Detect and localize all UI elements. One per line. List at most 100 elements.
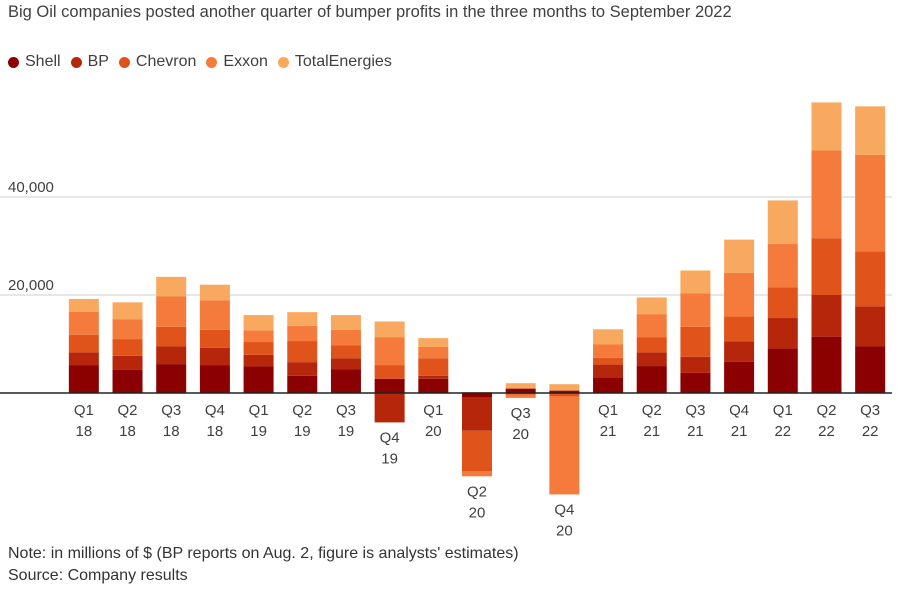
bar-totalenergies-q4-21: [724, 239, 755, 273]
bar-totalenergies-q4-20: [549, 384, 580, 391]
bar-bp-q2-21: [636, 352, 667, 367]
bar-chevron-q2-22: [811, 238, 842, 295]
bar-shell-q1-22: [767, 348, 798, 393]
legend-item-bp: BP: [70, 53, 109, 71]
x-tick-quarter-15: Q4: [729, 402, 749, 419]
x-tick-year-15: 21: [731, 423, 748, 440]
bar-exxon-q3-21: [680, 293, 711, 327]
bar-totalenergies-q4-19: [374, 321, 405, 338]
x-tick-quarter-18: Q3: [860, 402, 880, 419]
bar-exxon-q2-21: [636, 314, 667, 338]
bar-exxon-q2-18: [112, 319, 143, 340]
bar-chevron-q4-20: [549, 393, 580, 397]
legend-label-totalenergies: TotalEnergies: [294, 53, 392, 70]
bar-totalenergies-q3-18: [156, 276, 187, 297]
legend-swatch-exxon: [206, 56, 218, 68]
legend: Shell BP Chevron Exxon TotalEnergies: [8, 53, 402, 71]
x-tick-year-3: 18: [207, 423, 224, 440]
x-tick-year-4: 19: [250, 423, 267, 440]
bar-chevron-q3-18: [156, 326, 187, 347]
x-tick-year-6: 19: [338, 423, 355, 440]
bar-bp-q3-18: [156, 346, 187, 365]
bar-chevron-q4-19: [374, 365, 405, 379]
x-tick-quarter-1: Q2: [118, 402, 138, 419]
x-tick-year-9: 20: [469, 504, 486, 521]
bar-bp-q2-19: [287, 362, 318, 376]
bar-bp-q2-18: [112, 355, 143, 370]
bar-chevron-q1-19: [243, 342, 274, 355]
bar-shell-q3-19: [330, 369, 361, 393]
x-tick-year-14: 21: [687, 423, 704, 440]
bar-shell-q1-19: [243, 366, 274, 393]
bar-chevron-q1-22: [767, 287, 798, 319]
bar-shell-q3-20: [505, 388, 536, 393]
bar-shell-q2-21: [636, 366, 667, 393]
legend-label-shell: Shell: [25, 53, 61, 70]
bar-bp-q4-18: [199, 347, 230, 366]
bar-shell-q2-18: [112, 369, 143, 393]
legend-label-bp: BP: [87, 53, 109, 70]
bar-chevron-q3-20: [505, 393, 536, 395]
bar-shell-q4-20: [549, 391, 580, 393]
bar-shell-q2-22: [811, 336, 842, 393]
legend-label-exxon: Exxon: [223, 53, 268, 70]
bar-totalenergies-q1-20: [418, 338, 449, 347]
bar-chevron-q4-21: [724, 316, 755, 342]
bar-shell-q3-18: [156, 364, 187, 393]
x-tick-quarter-4: Q1: [249, 402, 269, 419]
bar-totalenergies-q1-22: [767, 200, 798, 245]
x-tick-year-1: 18: [119, 423, 136, 440]
bar-bp-q1-18: [68, 352, 99, 366]
bar-exxon-q2-22: [811, 150, 842, 239]
bar-totalenergies-q4-18: [199, 284, 230, 301]
bar-chevron-q3-19: [330, 345, 361, 359]
bar-totalenergies-q3-22: [855, 106, 886, 155]
bar-totalenergies-q2-18: [112, 302, 143, 320]
bar-chevron-q4-18: [199, 329, 230, 348]
x-tick-year-16: 22: [774, 423, 791, 440]
bar-totalenergies-q3-19: [330, 315, 361, 330]
y-tick-label-40000: 40,000: [8, 179, 54, 196]
bar-chevron-q3-21: [680, 326, 711, 357]
bar-bp-q1-20: [418, 375, 449, 379]
bar-exxon-q4-20: [549, 396, 580, 495]
bar-bp-q2-22: [811, 295, 842, 337]
bar-exxon-q3-18: [156, 296, 187, 327]
x-tick-year-18: 22: [862, 423, 879, 440]
bar-shell-q3-21: [680, 372, 711, 393]
y-tick-label-20000: 20,000: [8, 277, 54, 294]
chart-title: Big Oil companies posted another quarter…: [8, 3, 732, 21]
x-tick-year-7: 19: [381, 450, 398, 467]
bar-totalenergies-q2-19: [287, 312, 318, 326]
legend-swatch-chevron: [118, 56, 130, 68]
bar-shell-q4-19: [374, 378, 405, 393]
x-tick-quarter-17: Q2: [816, 402, 836, 419]
bar-bp-q3-19: [330, 358, 361, 370]
x-tick-quarter-0: Q1: [74, 402, 94, 419]
x-tick-quarter-9: Q2: [467, 483, 487, 500]
x-tick-quarter-8: Q1: [423, 402, 443, 419]
x-tick-quarter-12: Q1: [598, 402, 618, 419]
legend-item-exxon: Exxon: [206, 53, 268, 71]
x-tick-year-8: 20: [425, 423, 442, 440]
bar-shell-q1-18: [68, 365, 99, 393]
bar-totalenergies-q2-21: [636, 297, 667, 315]
bar-shell-q1-21: [593, 377, 624, 393]
legend-swatch-shell: [8, 56, 19, 68]
bar-exxon-q1-21: [593, 344, 624, 358]
bar-exxon-q1-20: [418, 346, 449, 359]
legend-swatch-totalenergies: [277, 56, 289, 68]
bar-bp-q4-19: [374, 393, 405, 423]
bar-exxon-q3-22: [855, 154, 886, 252]
bar-chevron-q2-21: [636, 337, 667, 353]
bar-totalenergies-q1-21: [593, 329, 624, 345]
footnote: Note: in millions of $ (BP reports on Au…: [8, 543, 519, 587]
x-tick-year-13: 21: [643, 423, 660, 440]
bar-chevron-q1-20: [418, 358, 449, 376]
bar-bp-q4-21: [724, 341, 755, 362]
bar-bp-q1-19: [243, 354, 274, 367]
x-tick-year-0: 18: [75, 423, 92, 440]
bar-chevron-q2-18: [112, 339, 143, 356]
bar-exxon-q2-20: [462, 471, 492, 477]
bar-totalenergies-q3-20: [505, 383, 536, 389]
